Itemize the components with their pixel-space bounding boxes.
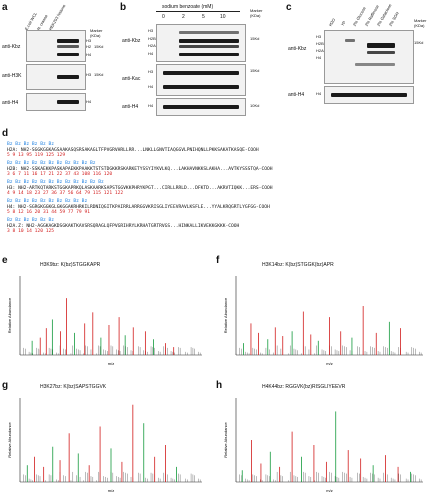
western-blot-kac-b [156, 64, 246, 96]
sequence-numbers: 3 6 7 11 16 17 21 22 37 43 108 116 120 [7, 172, 113, 177]
blot-left-label: H3 [148, 69, 154, 74]
lane-label: H2O [327, 17, 337, 27]
dose-value: 10 [220, 14, 226, 20]
bz-marker-row: Bz Bz Bz Bz Bz Bz Bz Bz Bz Bz Bz Bz [7, 180, 104, 185]
blot-left-label: H3 [86, 38, 92, 43]
blot-left-label: H4 [316, 91, 322, 96]
blot-left-label: H2A [148, 43, 156, 48]
panel-c-label: c [286, 2, 292, 13]
x-axis-label: m/z [108, 488, 114, 493]
marker-size: 15Kd [414, 40, 424, 45]
dose-value: 2 [182, 14, 185, 20]
bz-marker-row: Bz Bz Bz Bz Bz Bz Bz Bz Bz Bz [7, 199, 88, 204]
antibody-label: anti-Kbz [288, 46, 307, 52]
western-blot-h3k-a [26, 64, 86, 90]
sequence-line: H2B: NH2-SSKAEKKPASKAPAEKKPAAKKTSTSTDGKK… [7, 167, 273, 172]
peptide-sequence-label: H3K27bz: K(bz)SAPSTGGVK [40, 384, 107, 390]
x-axis-label: m/z [326, 488, 332, 493]
sequence-line: H4: NH2-SGRGKGGKGLGKGGAKRHRKILRDNIQGITKP… [7, 205, 270, 210]
panel-e-label: e [2, 255, 8, 266]
blot-left-label: H3 [148, 28, 154, 33]
marker-title: Marker (KDa) [414, 18, 427, 28]
y-axis-label: Relative Abundance [223, 297, 228, 333]
sequence-numbers: 4 9 14 18 23 27 36 37 56 64 79 115 121 1… [7, 191, 124, 196]
blot-left-label: H4 [316, 55, 322, 60]
y-axis-label: Relative Abundance [223, 421, 228, 457]
bz-marker-row: Bz Bz Bz Bz Bz Bz [7, 218, 55, 223]
western-blot-kbz-c [324, 30, 414, 84]
panel-f-label: f [216, 255, 220, 266]
panel-b-label: b [120, 2, 127, 13]
panel-h-label: h [216, 380, 223, 391]
western-blot-h4-c [324, 86, 414, 104]
antibody-label: anti-H3K [2, 73, 22, 79]
antibody-label: anti-Kbz [122, 38, 141, 44]
blot-left-label: H4 [148, 51, 154, 56]
blot-left-label: H2B [316, 41, 324, 46]
blot-left-label: H2A [316, 48, 324, 53]
antibody-label: anti-H4 [2, 100, 19, 106]
antibody-label: anti-H4 [288, 92, 305, 98]
marker-title: Marker (KDa) [250, 8, 263, 18]
peptide-sequence-label: H4K44bz: RGGVK(bz)RISGLIYEEVR [262, 384, 346, 390]
lane-label: YP [339, 19, 347, 27]
blot-left-label: H4 [148, 84, 154, 89]
dose-value: 5 [202, 14, 205, 20]
y-axis-label: Relative Abundance [7, 421, 12, 457]
dose-line [156, 11, 240, 12]
panel-a-label: a [2, 2, 8, 13]
marker-size: 15Kd [250, 68, 260, 73]
antibody-label: anti-H4 [122, 104, 139, 110]
western-blot-h4-b [156, 98, 246, 116]
peptide-sequence-label: H3K14bz: K(bz)STGGK(bz)APR [262, 262, 334, 268]
western-blot-h4-a [26, 93, 86, 111]
blot-left-label: H4 [86, 52, 92, 57]
bz-marker-row: Bz Bz Bz Bz Bz Bz [7, 142, 55, 147]
blot-left-label: H4 [86, 99, 92, 104]
marker-size: 15Kd [250, 36, 260, 41]
lane-label: N. crassa [35, 13, 49, 32]
bz-marker-row: Bz Bz Bz Bz Bz Bz Bz Bz Bz Bz Bz [7, 161, 96, 166]
marker-size: 10Kd [250, 103, 260, 108]
western-blot-kbz-a [26, 30, 86, 62]
blot-left-label: H3 [316, 34, 322, 39]
sequence-numbers: 3 8 10 14 120 125 [7, 229, 55, 234]
blot-left-label: H2 [86, 44, 92, 49]
dose-title: sodium benzoate (mM) [162, 4, 214, 10]
y-axis-label: Relative Abundance [7, 297, 12, 333]
x-axis-label: m/z [108, 361, 114, 366]
blot-left-label: H3 [86, 72, 92, 77]
dose-value: 0 [162, 14, 165, 20]
x-axis-label: m/z [326, 361, 332, 366]
marker-size: 15Kd [94, 44, 104, 49]
blot-left-label: H2B [148, 36, 156, 41]
antibody-label: anti-Kbz [2, 44, 21, 50]
marker-size: 15Kd [94, 72, 104, 77]
lane-label: HEK293 histone [47, 3, 67, 32]
peptide-sequence-label: H3K9bz: K(bz)STGGKAPR [40, 262, 101, 268]
blot-left-label: H4 [148, 103, 154, 108]
ms-spectrum-h3k14bz: Relative Abundance m/z [223, 276, 423, 366]
ms-spectrum-h4k44bz: Relative Abundance m/z [223, 398, 423, 493]
sequence-numbers: 5 8 12 16 20 31 44 59 77 79 91 [7, 210, 90, 215]
sequence-numbers: 5 9 13 95 119 125 129 [7, 153, 66, 158]
marker-title: Marker (KDa) [90, 28, 103, 38]
lane-label: 2% SGH [387, 11, 400, 27]
sequence-line: H2A: NH2-SGGKGGKAGSAAKASQSRSAKAGLTFPVGRV… [7, 148, 259, 153]
panel-g-label: g [2, 380, 9, 391]
sequence-line: H3: NH2-ARTKQTARKSTGGKAPRKQLASKAARKSAPST… [7, 186, 273, 191]
ms-spectrum-h3k27bz: Relative Abundance m/z [7, 398, 202, 493]
panel-d-label: d [2, 128, 9, 139]
sequence-line: H2A.Z: NH2-AGGKAGKDSGKAKTKAVSRSQRAGLQFPV… [7, 224, 240, 229]
antibody-label: anti-Kac [122, 76, 141, 82]
ms-spectrum-h3k9bz: Relative Abundance m/z [7, 276, 202, 366]
western-blot-kbz-b [156, 24, 246, 62]
histone-sequence-panel: Bz Bz Bz Bz Bz Bz H2A: NH2-SGGKGGKAGSAAK… [0, 142, 433, 254]
